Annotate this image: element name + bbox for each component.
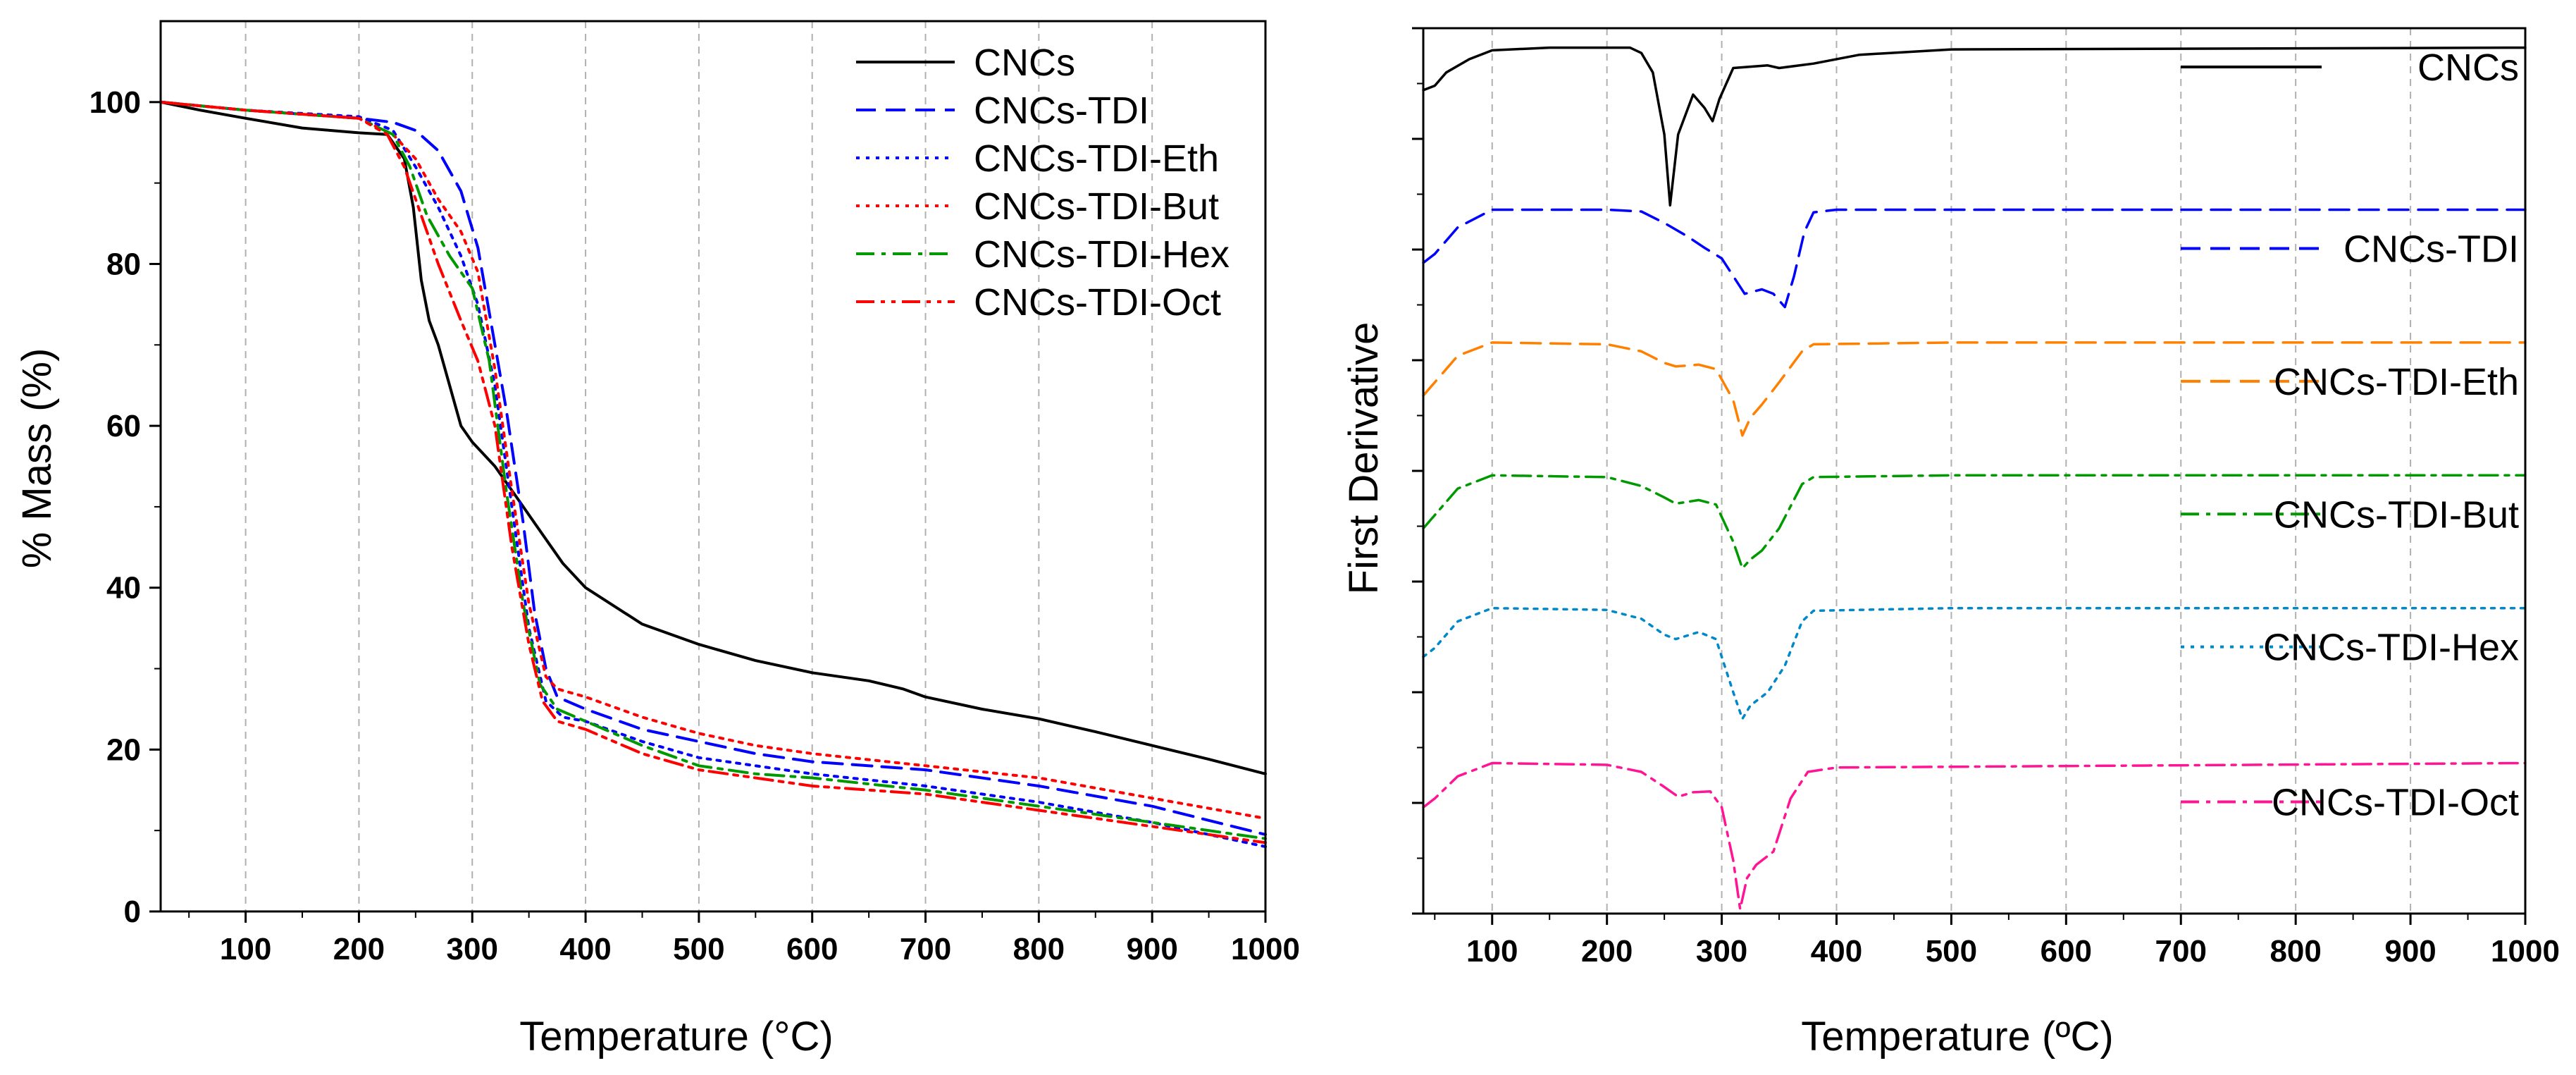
dtg-legend-label: CNCs-TDI-But (2274, 493, 2519, 536)
tga-y-tick-label: 100 (89, 85, 141, 120)
dtg-x-tick-label: 1000 (2491, 934, 2560, 969)
dtg-legend-label: CNCs-TDI-Oct (2272, 781, 2519, 823)
tga-legend-label: CNCs-TDI-Eth (974, 137, 1219, 180)
dtg-x-tick-label: 400 (1811, 934, 1862, 969)
tga-y-tick-label: 60 (106, 409, 141, 443)
dtg-legend: CNCs CNCs-TDI CNCs-TDI-Eth CNCs-TDI-But CNCs… (2181, 47, 2519, 823)
dtg-x-tick-label: 600 (2041, 934, 2092, 969)
tga-y-tick-label: 0 (124, 895, 141, 929)
tga-x-tick-label: 500 (673, 932, 724, 966)
dtg-x-tick-label: 500 (1926, 934, 1977, 969)
dtg-x-tick-label: 200 (1581, 934, 1633, 969)
dtg-legend-label: CNCs-TDI-Hex (2263, 627, 2519, 669)
tga-ticks: 100 200 300 400 500 600 700 800 900 1000 0 20 40 60 80… (89, 85, 1300, 966)
tga-y-tick-label: 80 (106, 247, 141, 281)
tga-x-tick-label: 400 (559, 932, 611, 966)
dtg-x-tick-label: 900 (2384, 934, 2436, 969)
tga-x-tick-label: 900 (1126, 932, 1177, 966)
tga-x-tick-label: 200 (333, 932, 385, 966)
tga-series-line-cncs-tdi-eth (159, 100, 1267, 849)
tga-plot-frame (159, 20, 1267, 913)
tga-x-axis-title: Temperature (°C) (519, 1014, 833, 1059)
dtg-series-line-cncs-tdi (1422, 208, 2527, 309)
tga-series-line-cncs-tdi-but (159, 100, 1267, 820)
tga-series-line-cncs-tdi-oct (159, 100, 1267, 844)
tga-x-tick-label: 300 (447, 932, 498, 966)
tga-legend-label: CNCs-TDI-Hex (974, 233, 1230, 276)
dtg-legend-label: CNCs-TDI (2343, 228, 2519, 270)
dtg-series-line-cncs-tdi-eth (1422, 341, 2527, 437)
tga-y-axis-title: % Mass (%) (14, 348, 60, 569)
dtg-x-axis-title: Temperature (ºC) (1801, 1014, 2113, 1059)
tga-x-tick-label: 100 (220, 932, 271, 966)
tga-y-tick-label: 40 (106, 571, 141, 606)
tga-series-group (159, 100, 1267, 849)
tga-x-tick-label: 700 (900, 932, 951, 966)
dtg-y-axis-title: First Derivative (1341, 322, 1387, 595)
tga-series-line-cncs-tdi (159, 100, 1267, 836)
dtg-series-line-cncs (1422, 46, 2527, 207)
dtg-x-tick-label: 300 (1696, 934, 1747, 969)
tga-legend: CNCs CNCs-TDI CNCs-TDI-Eth CNCs-TDI-But CNCs… (856, 42, 1230, 324)
tga-series-line-cncs-tdi-hex (159, 100, 1267, 840)
dtg-series-line-cncs-tdi-but (1422, 474, 2527, 570)
tga-x-tick-label: 600 (786, 932, 838, 966)
dtg-legend-label: CNCs-TDI-Eth (2274, 361, 2519, 403)
dtg-series-line-cncs-tdi-hex (1422, 606, 2527, 720)
dtg-series-line-cncs-tdi-oct (1422, 761, 2527, 911)
tga-x-tick-label: 1000 (1231, 932, 1300, 966)
tga-grid (244, 21, 1153, 911)
tga-legend-label: CNCs-TDI-But (974, 185, 1219, 228)
tga-y-tick-label: 20 (106, 732, 141, 767)
dtg-series-group (1422, 46, 2527, 911)
tga-chart-panel: 100 200 300 400 500 600 700 800 900 1000 0 20 40 60 80… (14, 20, 1300, 1059)
dtg-x-tick-label: 800 (2270, 934, 2321, 969)
tga-legend-label: CNCs-TDI (974, 90, 1149, 132)
dtg-ticks: 100 200 300 400 500 600 700 800 900 1000 (1412, 27, 2560, 969)
dtg-x-tick-label: 700 (2155, 934, 2207, 969)
dtg-chart-panel: 100 200 300 400 500 600 700 800 900 1000 Temperat… (1341, 27, 2560, 1059)
dtg-x-tick-label: 100 (1466, 934, 1518, 969)
dtg-legend-label: CNCs (2417, 47, 2519, 89)
tga-x-tick-label: 800 (1013, 932, 1065, 966)
tga-legend-label: CNCs (974, 42, 1075, 84)
tga-legend-label: CNCs-TDI-Oct (974, 281, 1221, 324)
